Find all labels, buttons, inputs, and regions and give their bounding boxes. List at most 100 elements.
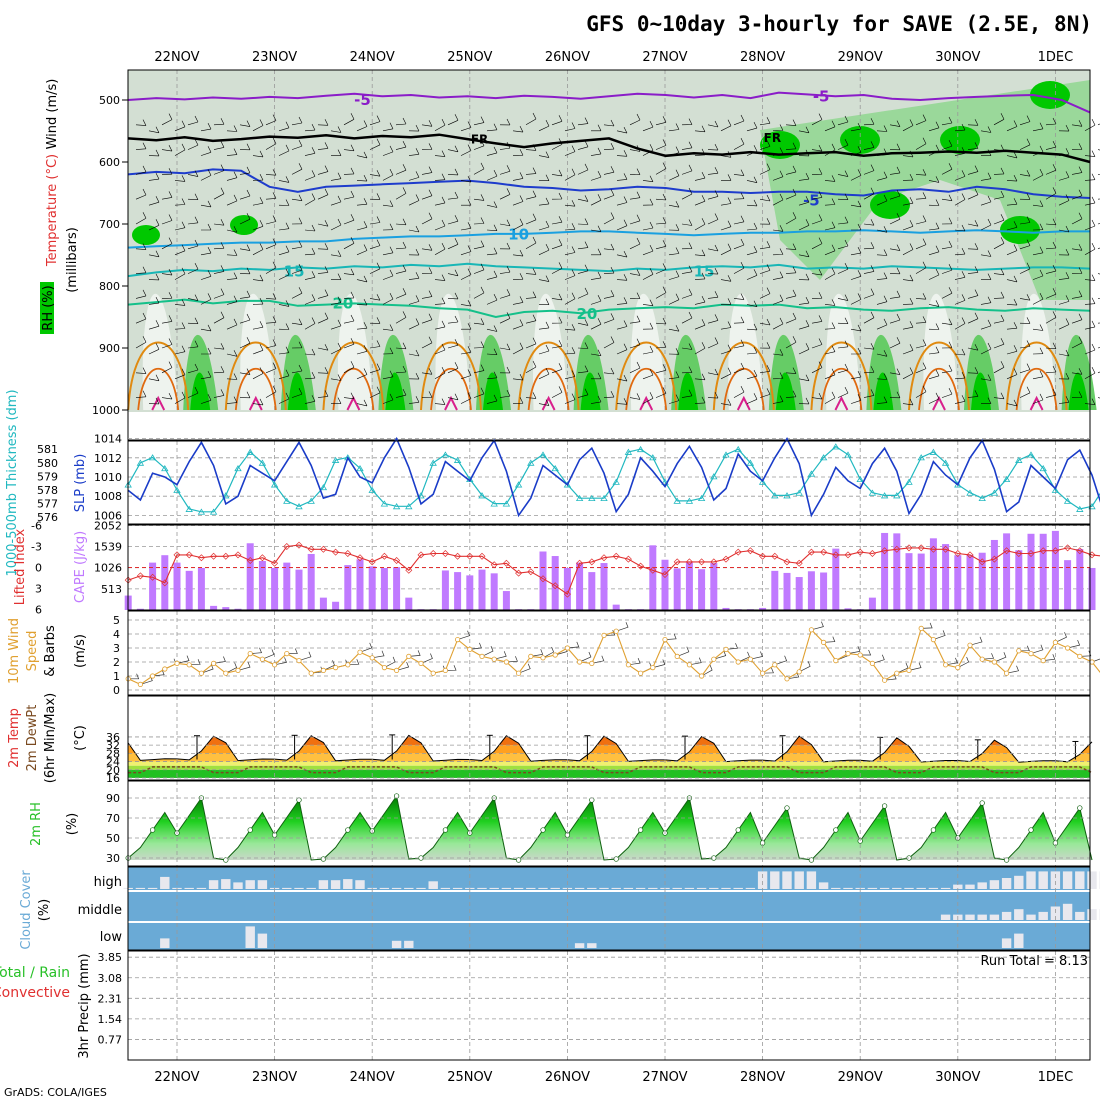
wind-barb [421, 166, 433, 175]
thickness-point [478, 492, 486, 499]
wind-barb [941, 116, 953, 126]
surface-wind-barb [579, 651, 592, 663]
wind-barb [928, 268, 940, 280]
legend-wind: Wind (m/s) [45, 79, 60, 150]
li-point [624, 555, 632, 563]
rh-point [1028, 827, 1034, 833]
wind-barb [889, 337, 901, 349]
rh-point [442, 827, 449, 833]
li-point [527, 568, 535, 576]
wind-barb [421, 290, 433, 299]
thickness-axis-label: 1000-500mb Thickness (dm) [5, 389, 20, 576]
cloud-bar-high [550, 887, 560, 889]
li-point [856, 548, 864, 556]
wind-barb [408, 396, 420, 404]
wind-barb [616, 274, 628, 281]
wind-barb [759, 342, 771, 349]
wind-barb [408, 225, 420, 233]
wind-speed-point [1016, 648, 1022, 654]
wind-barb [551, 169, 563, 177]
wind-barb [252, 173, 264, 181]
wind-barb [577, 319, 589, 326]
surface-wind-barb [1067, 639, 1081, 649]
wind-barb [174, 198, 186, 206]
cloud-bar-middle [1087, 909, 1097, 920]
surface-wind-barb [518, 663, 531, 674]
li-line [128, 544, 1100, 595]
wind-barb [603, 290, 615, 299]
wind-barb [187, 317, 199, 324]
wind-barb [824, 299, 836, 306]
wind-barb [993, 237, 1005, 250]
rh-saturated-patch [1000, 216, 1040, 244]
wind-barb [239, 143, 251, 151]
wind-barb [239, 290, 251, 299]
date-label-bottom: 29NOV [838, 1070, 883, 1085]
wind-barb [811, 392, 823, 400]
rh-point [930, 827, 937, 833]
li-point [490, 561, 498, 569]
cape-bar [893, 533, 901, 610]
li-point [661, 571, 669, 578]
wind-barb [331, 397, 342, 404]
surface-wind-barb [201, 663, 214, 674]
below-surface [128, 412, 1090, 440]
wind-barb [460, 268, 472, 280]
wind-barb [642, 244, 654, 256]
wind-speed-point [320, 667, 326, 674]
wind-barb [1058, 349, 1070, 357]
panel-frame [127, 610, 1091, 696]
wind-barb [369, 317, 381, 324]
cloud-bar-high [1001, 878, 1012, 889]
wind-barb [213, 389, 225, 398]
wind-barb [798, 343, 810, 355]
panel-frame [127, 524, 1091, 611]
wind-barb [811, 292, 823, 299]
li-tick-label: 0 [35, 562, 42, 575]
wind-barb [902, 344, 914, 355]
wind-barb [837, 239, 849, 250]
cape-bar [807, 571, 815, 610]
wind-barb [265, 339, 277, 349]
wind-barb [954, 294, 966, 305]
rh-dry-pocket [435, 293, 471, 410]
wind-barb [213, 265, 225, 274]
wind-barb [512, 397, 524, 404]
wind-barb [161, 168, 173, 175]
li-point [185, 551, 193, 559]
wind-barb [746, 269, 758, 280]
cloud-bar-high [1087, 871, 1097, 889]
cape-bar [332, 601, 340, 610]
wind-barb [1045, 140, 1057, 150]
wind-barb [382, 347, 394, 355]
wind-barb [161, 361, 173, 374]
cape-bar [649, 545, 657, 610]
wind-barb [538, 344, 550, 355]
wind-barb [824, 120, 836, 132]
wind-barb [317, 289, 329, 299]
wind-barb [1071, 368, 1083, 375]
wind-speed-point [1003, 670, 1010, 676]
cloud-bar-high [940, 887, 951, 889]
cloud-bar-middle [1014, 909, 1024, 920]
date-label-bottom: 24NOV [350, 1070, 395, 1085]
wind-barb [876, 318, 888, 330]
thickness-tick-label: 580 [37, 457, 58, 470]
wind-barb [174, 299, 186, 306]
wind-barb [668, 224, 680, 231]
cloud-bar-high [221, 879, 231, 889]
wind-barb [837, 216, 849, 225]
wind-barb [331, 273, 342, 280]
cape-bar [710, 563, 718, 610]
rh-dry-pocket [923, 293, 959, 410]
wind-barb [304, 224, 316, 232]
thickness-point [270, 481, 279, 488]
thickness-point [209, 508, 218, 515]
precip-tick-label: 3.08 [98, 972, 123, 985]
wind-barb [772, 124, 784, 132]
wind-barb [902, 173, 914, 181]
wind-speed-point [1052, 639, 1059, 646]
li-point [929, 545, 937, 553]
wind-barb [967, 390, 979, 398]
